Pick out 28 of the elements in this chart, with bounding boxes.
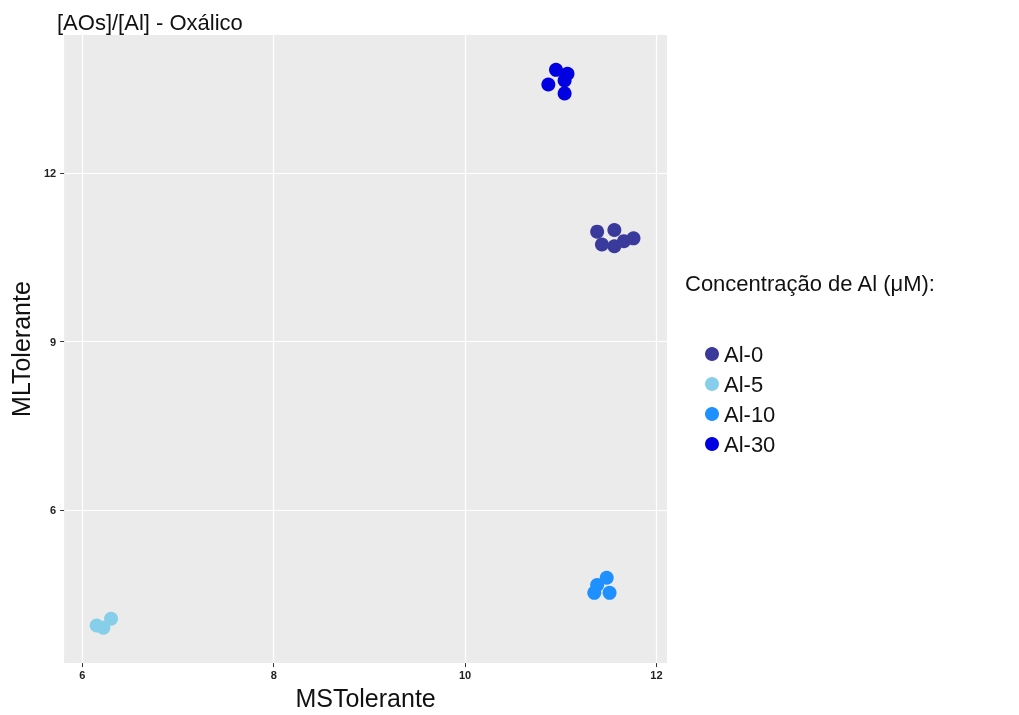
legend-label: Al-30 xyxy=(724,431,776,457)
legend-label: Al-5 xyxy=(724,371,764,397)
x-tick-label: 12 xyxy=(650,668,663,681)
point xyxy=(594,237,609,252)
point xyxy=(541,77,556,92)
legend-label: Al-10 xyxy=(724,401,776,427)
y-axis-title: MLTolerante xyxy=(6,281,35,417)
point xyxy=(599,570,614,585)
x-axis-title: MSTolerante xyxy=(295,683,436,712)
point xyxy=(587,585,602,600)
point xyxy=(557,86,572,101)
point xyxy=(590,224,605,239)
y-tick-label: 12 xyxy=(43,167,57,180)
point xyxy=(104,611,119,626)
point xyxy=(602,585,617,600)
x-tick-label: 6 xyxy=(79,668,86,681)
point xyxy=(549,62,563,77)
point xyxy=(557,73,572,88)
legend-label: Al-0 xyxy=(724,341,764,367)
legend-title: Concentração de Al (μM): xyxy=(685,270,935,296)
y-tick-label: 9 xyxy=(50,335,57,348)
point xyxy=(626,231,641,246)
point xyxy=(96,620,111,635)
x-tick-label: 8 xyxy=(270,668,277,681)
x-tick-label: 10 xyxy=(458,668,472,681)
point xyxy=(607,222,622,237)
y-tick-label: 6 xyxy=(50,504,57,517)
chart-title: [AOs]/[Al] - Oxálico xyxy=(57,9,243,35)
